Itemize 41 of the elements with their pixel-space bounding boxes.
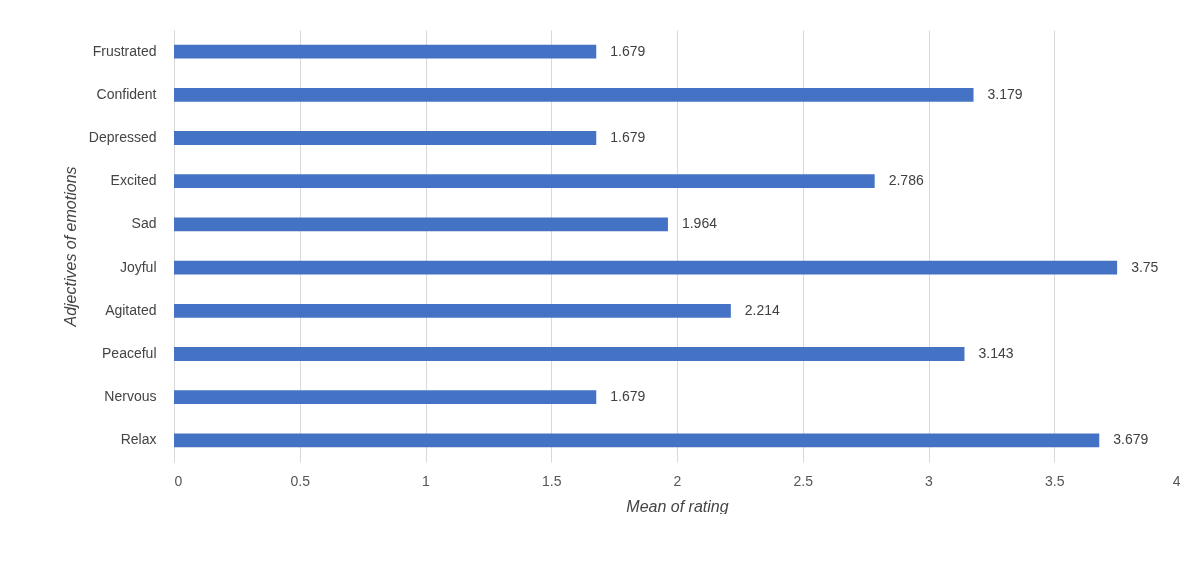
data-label: 2.214 [744, 301, 781, 318]
data-label: 1.679 [610, 42, 646, 59]
bar [174, 433, 1100, 448]
y-tick-label: Frustrated [92, 42, 157, 59]
data-label: 1.964 [681, 215, 718, 232]
y-tick-label: Excited [110, 172, 157, 189]
x-tick-label: 1.5 [542, 472, 562, 489]
data-label: 3.679 [1113, 431, 1149, 448]
x-tick-label: 3.5 [1045, 472, 1065, 489]
x-axis-title: Mean of rating [626, 497, 729, 515]
x-tick-label: 4 [1172, 472, 1181, 489]
y-tick-label: Sad [131, 215, 157, 232]
bar [174, 390, 597, 405]
y-tick-label: Joyful [119, 258, 157, 275]
bar [174, 87, 974, 102]
bar [174, 260, 1118, 275]
x-tick-label: 0 [174, 472, 183, 489]
y-tick-label: Depressed [88, 129, 157, 145]
bar [174, 217, 668, 232]
bar [174, 131, 597, 145]
bar [174, 303, 731, 318]
y-tick-label: Peaceful [102, 345, 157, 361]
data-label: 3.75 [1131, 258, 1159, 275]
bar [174, 347, 965, 361]
x-tick-label: 3 [925, 472, 934, 489]
y-axis-title: Adjectives of emotions [61, 166, 79, 328]
bar [174, 174, 875, 189]
data-label: 3.143 [978, 345, 1014, 361]
x-tick-label: 2 [673, 472, 682, 489]
data-label: 1.679 [610, 388, 646, 405]
data-label: 2.786 [888, 172, 924, 189]
y-tick-label: Relax [120, 431, 157, 448]
y-tick-label: Confident [96, 85, 157, 102]
data-label: 1.679 [610, 129, 646, 145]
x-tick-label: 0.5 [290, 472, 311, 489]
y-tick-label: Nervous [104, 388, 157, 405]
y-tick-label: Agitated [105, 301, 157, 318]
bar [174, 44, 597, 59]
data-label: 3.179 [987, 85, 1023, 102]
x-tick-label: 2.5 [793, 472, 814, 489]
x-tick-label: 1 [422, 472, 431, 489]
